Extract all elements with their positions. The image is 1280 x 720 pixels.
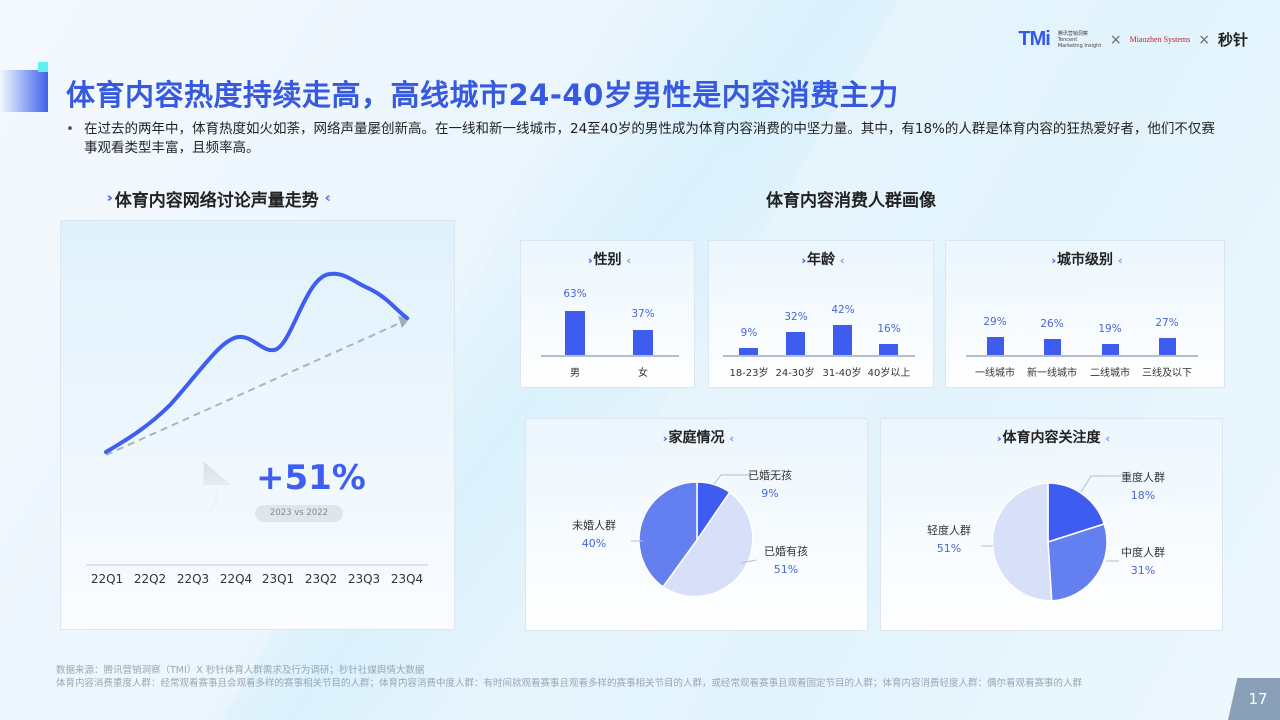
x-axis — [541, 355, 679, 357]
line-chart-card — [60, 220, 455, 630]
bar-value: 9% — [740, 327, 758, 339]
pie-label: 重度人群 18% — [1121, 471, 1165, 502]
card-title: ›› 城市级别 ‹‹ — [1051, 252, 1123, 268]
pie-label: 轻度人群 51% — [927, 524, 971, 555]
bar-age-40plus — [879, 344, 898, 355]
pie-label: 已婚有孩 51% — [764, 545, 808, 576]
x-tick: 23Q1 — [261, 572, 295, 586]
x-tick: 22Q1 — [90, 572, 124, 586]
bar-label: 18-23岁 — [729, 368, 769, 379]
cross-icon: × — [1198, 31, 1210, 48]
bar-age-24-30 — [786, 332, 805, 355]
city-tier-card: ›› 城市级别 ‹‹ 29% 26% 19% 27% 一线城市 新一线城市 二线… — [945, 240, 1225, 388]
bar-label: 31-40岁 — [822, 368, 862, 379]
bar-value: 37% — [631, 308, 655, 320]
miaozhen-cn-logo: 秒针 — [1217, 31, 1248, 49]
bar-value: 27% — [1155, 317, 1179, 329]
x-axis — [966, 355, 1198, 357]
bar-value: 63% — [563, 288, 587, 300]
pie-label: 已婚无孩 9% — [748, 469, 792, 500]
bar-new-tier1 — [1044, 339, 1061, 355]
pie-label: 中度人群 31% — [1121, 546, 1165, 577]
age-card: ›› 年龄 ‹‹ 9% 32% 42% 16% 18-23岁 24-30岁 31… — [708, 240, 934, 388]
up-arrow-icon — [170, 462, 231, 545]
chevron-left-icon: ‹‹ — [1117, 254, 1123, 267]
section-title-text: 体育内容网络讨论声量走势 — [114, 191, 319, 211]
bar-value: 26% — [1040, 318, 1064, 330]
attention-card: ›› 体育内容关注度 ‹‹ 重度人群 18% 中度人群 31% 轻度人群 51% — [880, 418, 1223, 631]
bar-age-31-40 — [833, 325, 852, 355]
bar-label: 男 — [570, 368, 580, 379]
chevron-right-icon: ›› — [587, 254, 593, 267]
x-tick: 23Q2 — [304, 572, 338, 586]
bar-label: 二线城市 — [1090, 368, 1130, 379]
bar-value: 19% — [1098, 323, 1122, 335]
x-tick: 23Q4 — [390, 572, 424, 586]
bar-label: 24-30岁 — [775, 368, 815, 379]
attention-pie — [981, 475, 1121, 602]
card-title: ›› 年龄 ‹‹ — [801, 252, 845, 268]
bar-label: 一线城市 — [975, 368, 1015, 379]
bar-tier3-below — [1159, 338, 1176, 355]
bar-label: 40岁以上 — [867, 368, 911, 379]
bar-male — [565, 311, 585, 355]
family-pie — [631, 474, 757, 598]
x-tick: 22Q2 — [133, 572, 167, 586]
title-decoration — [0, 70, 48, 112]
chevron-left-icon: ‹‹ — [839, 254, 845, 267]
page-number: 17 — [1228, 678, 1280, 720]
x-tick: 22Q4 — [219, 572, 253, 586]
bar-label: 新一线城市 — [1027, 368, 1077, 379]
bar-value: 16% — [877, 323, 901, 335]
portrait-section-title: 体育内容消费人群画像 — [766, 191, 936, 211]
bar-age-18-23 — [739, 348, 758, 355]
chevron-right-icon: ›› — [1051, 254, 1056, 267]
gender-card: ›› 性别 ‹‹ 63% 37% 男 女 — [520, 240, 695, 388]
family-card: ›› 家庭情况 ‹‹ 已婚无孩 9% 已婚有孩 51% 未婚人群 40% — [525, 418, 868, 631]
trend-line — [105, 322, 401, 456]
tmi-logo-subtitle: 腾讯营销洞察 Tencent Marketing Insight — [1057, 30, 1102, 49]
bar-tier1 — [987, 337, 1004, 355]
miaozhen-logo: Miaozhen Systems — [1129, 34, 1191, 44]
bar-label: 女 — [638, 368, 648, 379]
x-axis — [723, 355, 915, 357]
growth-percentage: +51% — [256, 458, 366, 498]
pie-label: 未婚人群 40% — [572, 519, 616, 550]
card-title: ›› 家庭情况 ‹‹ — [662, 430, 735, 446]
bar-value: 42% — [831, 304, 855, 316]
data-source: 数据来源：腾讯营销洞察（TMI）X 秒针体育人群需求及行为调研；秒针社媒舆情大数… — [56, 665, 425, 676]
footer-notes: 数据来源：腾讯营销洞察（TMI）X 秒针体育人群需求及行为调研；秒针社媒舆情大数… — [56, 664, 1082, 690]
bar-value: 29% — [983, 316, 1007, 328]
logo-bar: TMi 腾讯营销洞察 Tencent Marketing Insight × M… — [1018, 28, 1248, 51]
x-tick: 22Q3 — [176, 572, 210, 586]
title-decoration-square — [38, 62, 48, 72]
growth-badge: 2023 vs 2022 — [255, 505, 343, 522]
card-title: ›› 体育内容关注度 ‹‹ — [996, 430, 1111, 446]
chevron-left-icon: ‹‹ — [626, 254, 631, 267]
page-title: 体育内容热度持续走高，高线城市24-40岁男性是内容消费主力 — [66, 78, 899, 112]
definitions: 体育内容消费重度人群：经常观看赛事且会观看多样的赛事相关节目的人群；体育内容消费… — [56, 678, 1083, 689]
card-title: ›› 性别 ‹‹ — [587, 252, 632, 268]
volume-line — [104, 271, 409, 454]
bar-value: 32% — [784, 311, 808, 323]
tmi-logo: TMi — [1018, 28, 1050, 50]
description-bullet: 在过去的两年中，体育热度如火如荼，网络声量屡创新高。在一线和新一线城市，24至4… — [66, 120, 1226, 158]
bar-female — [633, 330, 653, 355]
cross-icon: × — [1109, 31, 1122, 48]
x-tick: 23Q3 — [347, 572, 381, 586]
bar-label: 三线及以下 — [1142, 368, 1192, 379]
chevron-right-icon: ›› — [801, 254, 806, 267]
bar-tier2 — [1102, 344, 1119, 355]
